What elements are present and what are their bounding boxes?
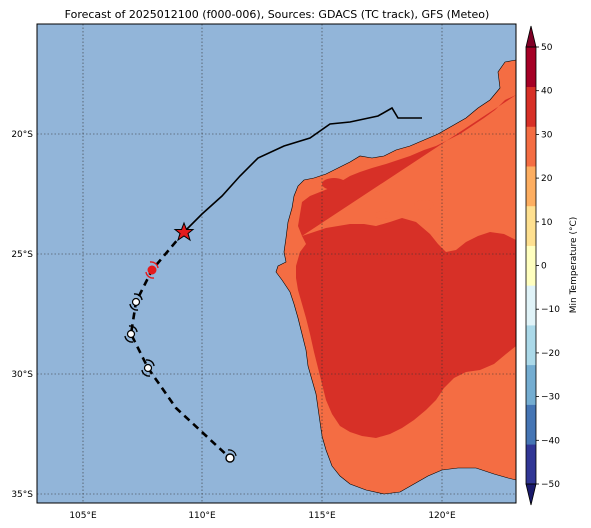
lon-tick-label: 115°E — [308, 511, 336, 521]
colorbar-segment — [526, 86, 536, 127]
past-track — [183, 106, 422, 233]
lat-tick-label: 30°S — [11, 370, 33, 380]
colorbar-segment — [526, 404, 536, 445]
colorbar-under-arrow — [525, 483, 537, 506]
colorbar-tick-label: −40 — [541, 436, 560, 446]
colorbar-tick-label: 40 — [541, 87, 553, 97]
colorbar-segment — [526, 444, 536, 485]
colorbar-segment — [526, 325, 536, 366]
map-title: Forecast of 2025012100 (f000-006), Sourc… — [65, 8, 490, 21]
lat-tick-label: 35°S — [11, 490, 33, 500]
land-hot-patch — [375, 211, 391, 219]
cyclone-icon — [129, 293, 143, 311]
colorbar-tick-label: 50 — [541, 43, 553, 53]
colorbar-tick-label: −20 — [541, 349, 560, 359]
lat-tick-label: 20°S — [11, 130, 33, 140]
colorbar-tick-label: 30 — [541, 130, 553, 140]
map-panel — [37, 24, 516, 503]
lon-tick-label: 110°E — [188, 511, 216, 521]
colorbar-segment — [526, 245, 536, 286]
lon-tick-labels: 105°E 110°E 115°E 120°E — [69, 511, 456, 521]
land-hot-patch — [322, 178, 346, 190]
track-end-marker — [225, 449, 237, 463]
colorbar-tick-label: −50 — [541, 480, 560, 490]
colorbar-segment — [526, 205, 536, 246]
colorbar-tick-label: −10 — [541, 305, 560, 315]
colorbar-over-arrow — [525, 25, 537, 48]
lon-tick-label: 120°E — [428, 511, 456, 521]
lon-tick-label: 105°E — [69, 511, 97, 521]
colorbar-segment — [526, 285, 536, 326]
colorbar-segment — [526, 126, 536, 167]
land-hot-patch — [414, 200, 434, 210]
colorbar-segment — [526, 47, 536, 88]
colorbar-tick-label: 0 — [541, 262, 547, 272]
lat-tick-label: 25°S — [11, 250, 33, 260]
current-position-star — [173, 221, 195, 242]
colorbar-label: Min Temperature (°C) — [569, 217, 579, 314]
cyclone-icon — [145, 261, 159, 279]
gridlines — [37, 24, 516, 503]
colorbar-tick-label: 10 — [541, 218, 553, 228]
cyclone-icon — [124, 325, 138, 343]
lat-tick-labels: 20°S 25°S 30°S 35°S — [11, 130, 33, 500]
colorbar-segment — [526, 364, 536, 405]
land-hot-region — [296, 95, 516, 438]
cyclone-icon — [141, 359, 155, 377]
colorbar: 50 40 30 20 10 0 −10 −20 −30 −40 −50 Min Temperatu… — [525, 25, 579, 506]
colorbar-segment — [526, 166, 536, 207]
colorbar-tick-label: 20 — [541, 174, 553, 184]
map-frame — [36, 23, 517, 504]
colorbar-tick-label: −30 — [541, 393, 560, 403]
